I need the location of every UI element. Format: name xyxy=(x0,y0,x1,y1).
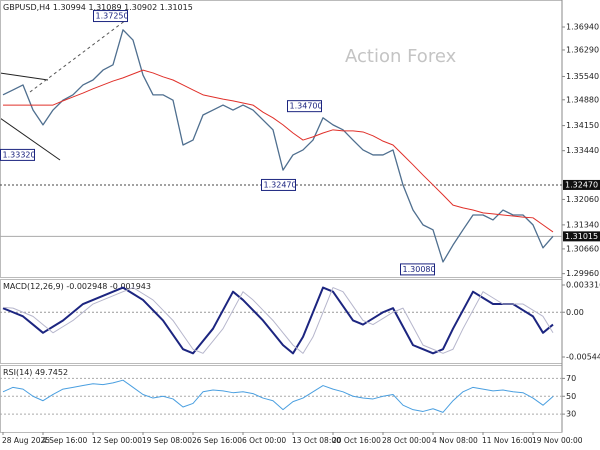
y-tick-label: 1.36290 xyxy=(566,45,599,54)
series-line xyxy=(2,286,554,355)
annotation-label: 1.30080 xyxy=(403,265,436,274)
y-tick-label: 1.32060 xyxy=(566,195,599,204)
series-line xyxy=(3,69,554,233)
trend-line xyxy=(0,72,49,81)
annotation-label: 1.34700 xyxy=(290,102,323,111)
y-tick-label: -0.005445 xyxy=(566,353,600,362)
y-tick-label: 0.003316 xyxy=(566,280,600,289)
x-tick-label: 4 Nov 08:00 xyxy=(432,436,478,445)
high: 1.31089 xyxy=(88,3,121,12)
annotation-label: 1.33320 xyxy=(3,150,36,159)
y-tick-label: 30 xyxy=(566,410,576,419)
annotation-box xyxy=(400,263,435,276)
y-tick-label: 70 xyxy=(566,374,576,383)
level-label-box xyxy=(563,179,600,190)
x-tick-label: 20 Oct 16:00 xyxy=(332,436,381,445)
y-tick-label: 1.31340 xyxy=(566,220,599,229)
annotation-box xyxy=(261,178,296,191)
annotation-box xyxy=(287,100,322,113)
y-tick-label: 1.36940 xyxy=(566,22,599,31)
price-header: GBPUSD,H4 1.30994 1.31089 1.30902 1.3101… xyxy=(3,3,193,12)
rsi-last: 49.7452 xyxy=(35,368,68,377)
x-tick-label: 13 Oct 08:00 xyxy=(292,436,341,445)
y-tick-label: 50 xyxy=(566,392,576,401)
symbol: GBPUSD,H4 xyxy=(3,3,50,12)
series-line xyxy=(2,379,554,413)
y-tick-label: 1.30660 xyxy=(566,244,599,253)
macd-main: -0.002948 xyxy=(66,282,107,291)
trend-line xyxy=(0,117,61,161)
x-tick-label: 12 Sep 00:00 xyxy=(92,436,142,445)
series-line xyxy=(2,29,554,263)
close: 1.31015 xyxy=(160,3,193,12)
annotation-box xyxy=(0,148,35,161)
open: 1.30994 xyxy=(53,3,86,12)
x-tick-label: 11 Nov 16:00 xyxy=(482,436,533,445)
current-price-label: 1.31015 xyxy=(565,232,598,241)
x-tick-label: 26 Sep 16:00 xyxy=(192,436,242,445)
annotation-label: 1.37250 xyxy=(96,12,129,21)
trend-lines xyxy=(0,19,127,161)
rsi-header: RSI(14) 49.7452 xyxy=(3,368,68,377)
y-tick-label: 0.00 xyxy=(566,308,584,317)
rsi-title: RSI(14) xyxy=(3,368,32,377)
low: 1.30902 xyxy=(124,3,157,12)
y-tick-label: 1.33440 xyxy=(566,146,599,155)
x-tick-label: 28 Aug 2025 xyxy=(2,436,50,445)
x-tick-label: 4 Sep 16:00 xyxy=(42,436,88,445)
annotation-label: 1.32470 xyxy=(264,180,297,189)
x-tick-label: 28 Oct 00:00 xyxy=(382,436,431,445)
y-tick-label: 1.35540 xyxy=(566,72,599,81)
trend-line xyxy=(29,19,127,93)
x-tick-label: 19 Sep 08:00 xyxy=(142,436,192,445)
annotation-box xyxy=(93,10,128,23)
x-tick-label: 6 Oct 00:00 xyxy=(242,436,286,445)
series-line xyxy=(2,287,554,354)
macd-signal: -0.001943 xyxy=(110,282,151,291)
y-tick-label: 1.29960 xyxy=(566,269,599,278)
price-label-box xyxy=(563,231,600,242)
x-tick-label: 19 Nov 00:00 xyxy=(532,436,583,445)
macd-header: MACD(12,26,9) -0.002948 -0.001943 xyxy=(3,282,151,291)
level-label: 1.32470 xyxy=(565,180,598,189)
y-tick-label: 1.34150 xyxy=(566,121,599,130)
watermark: Action Forex xyxy=(345,46,457,67)
y-tick-label: 1.34880 xyxy=(566,95,599,104)
macd-title: MACD(12,26,9) xyxy=(3,282,64,291)
